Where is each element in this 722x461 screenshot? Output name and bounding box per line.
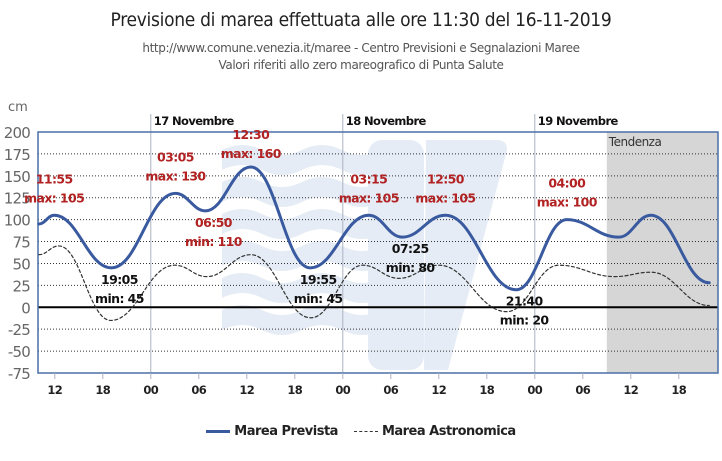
x-tick-label: 06 xyxy=(383,383,398,397)
x-tick-label: 00 xyxy=(143,383,158,397)
max-value-label: max: 105 xyxy=(415,190,475,205)
min-value-label: min: 80 xyxy=(386,260,436,275)
min-time-label: 06:50 xyxy=(195,215,233,230)
y-tick-label: 100 xyxy=(4,212,30,230)
y-tick-label: -50 xyxy=(8,343,30,361)
max-time-label: 03:15 xyxy=(350,171,387,186)
y-tick-label: 125 xyxy=(4,190,30,208)
y-tick-label: -25 xyxy=(8,321,30,339)
chart-subtitle-source: http://www.comune.venezia.it/maree - Cen… xyxy=(142,41,580,55)
y-tick-label: 0 xyxy=(21,299,30,317)
series-astronomical-line xyxy=(38,245,710,322)
max-time-label: 12:30 xyxy=(232,127,270,142)
x-tick-label: 18 xyxy=(671,383,686,397)
watermark-wave xyxy=(222,177,382,207)
x-tick-label: 06 xyxy=(191,383,206,397)
x-tick-label: 00 xyxy=(527,383,542,397)
y-tick-label: 25 xyxy=(13,277,31,295)
x-tick-label: 12 xyxy=(431,383,446,397)
legend-label: Marea Astronomica xyxy=(381,424,516,439)
x-tick-label: 12 xyxy=(623,383,638,397)
min-value-label: min: 20 xyxy=(500,313,550,328)
legend-item-forecast[interactable]: Marea Prevista xyxy=(206,424,338,439)
min-value-label: min: 45 xyxy=(294,291,343,306)
watermark-wave xyxy=(222,273,382,303)
x-tick-label: 06 xyxy=(575,383,590,397)
max-time-label: 03:05 xyxy=(157,149,194,164)
y-tick-label: 150 xyxy=(4,168,30,186)
min-time-label: 21:40 xyxy=(506,294,544,309)
legend-label: Marea Prevista xyxy=(234,424,338,439)
tendenza-label: Tendenza xyxy=(608,135,662,149)
min-time-label: 07:25 xyxy=(392,241,429,256)
day-label: 19 Novembre xyxy=(538,114,619,128)
x-tick-label: 12 xyxy=(239,383,254,397)
min-value-label: min: 45 xyxy=(95,291,144,306)
y-tick-label: 175 xyxy=(4,146,30,164)
legend-swatch-dashed xyxy=(353,431,378,432)
min-time-label: 19:55 xyxy=(300,272,337,287)
y-tick-label: 200 xyxy=(4,124,30,142)
watermark-wave xyxy=(222,209,382,239)
watermark-seven xyxy=(424,140,507,370)
tendenza-region xyxy=(606,132,718,373)
day-label: 17 Novembre xyxy=(154,114,235,128)
max-value-label: max: 105 xyxy=(24,190,84,205)
min-time-label: 19:05 xyxy=(101,272,138,287)
plot-border xyxy=(37,131,719,374)
watermark-wave xyxy=(222,145,382,175)
watermark-logo xyxy=(222,140,507,370)
x-tick-label: 18 xyxy=(479,383,494,397)
watermark-wave xyxy=(222,305,382,335)
chart-subtitle-reference: Valori riferiti allo zero mareografico d… xyxy=(218,58,504,72)
x-tick-label: 18 xyxy=(287,383,302,397)
max-time-label: 04:00 xyxy=(548,176,586,191)
x-tick-label: 00 xyxy=(335,383,350,397)
chart-title: Previsione di marea effettuata alle ore … xyxy=(110,9,612,31)
max-value-label: max: 160 xyxy=(221,146,282,161)
min-value-label: min: 110 xyxy=(185,234,243,249)
max-time-label: 11:55 xyxy=(36,171,73,186)
series-forecast-line xyxy=(37,165,711,292)
y-tick-label: -75 xyxy=(8,365,30,383)
max-value-label: max: 130 xyxy=(145,168,206,183)
x-tick-label: 18 xyxy=(95,383,110,397)
chart-legend: Marea Prevista Marea Astronomica xyxy=(0,424,722,439)
day-label: 18 Novembre xyxy=(346,114,427,128)
legend-item-astronomical[interactable]: Marea Astronomica xyxy=(353,424,516,439)
legend-swatch-solid xyxy=(206,430,231,433)
x-tick-label: 12 xyxy=(47,383,62,397)
max-value-label: max: 100 xyxy=(537,195,598,210)
y-tick-label: 50 xyxy=(13,255,31,273)
max-value-label: max: 105 xyxy=(339,190,399,205)
y-axis-unit: cm xyxy=(8,100,28,115)
y-tick-label: 75 xyxy=(13,234,31,252)
max-time-label: 12:50 xyxy=(427,171,465,186)
